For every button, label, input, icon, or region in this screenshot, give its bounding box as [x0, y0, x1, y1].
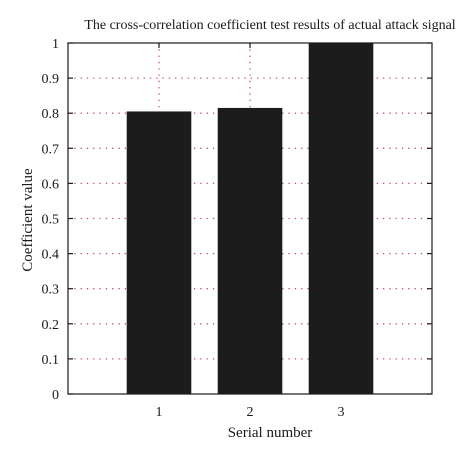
- axes: [67, 42, 433, 395]
- y-tick-label: 0.5: [42, 213, 60, 228]
- y-tick-label: 1: [52, 37, 59, 52]
- y-tick-label: 0.8: [42, 107, 60, 122]
- y-tick-label: 0.6: [42, 177, 60, 192]
- bar-3: [308, 43, 374, 394]
- x-axis-label: Serial number: [228, 425, 313, 441]
- tick-labels: 0 0.1 0.2 0.3 0.4 0.5 0.6 0.7 0.8 0.9 1 1 2 3: [42, 37, 345, 420]
- y-tick-label: 0.7: [42, 142, 60, 157]
- y-tick-label: 0.1: [42, 353, 60, 368]
- bar-2: [217, 107, 283, 394]
- bars: [126, 43, 374, 394]
- bar-1: [126, 111, 192, 394]
- y-tick-label: 0.3: [42, 283, 60, 298]
- y-axis-label: Coefficient value: [20, 168, 36, 272]
- y-tick-label: 0: [52, 388, 59, 403]
- y-tick-label: 0.2: [42, 318, 60, 333]
- chart-title: The cross-correlation coefficient test r…: [84, 18, 455, 33]
- x-tick-label: 2: [247, 405, 254, 420]
- x-tick-label: 3: [338, 405, 345, 420]
- x-tick-label: 1: [156, 405, 163, 420]
- y-tick-label: 0.4: [42, 248, 60, 263]
- y-tick-label: 0.9: [42, 72, 60, 87]
